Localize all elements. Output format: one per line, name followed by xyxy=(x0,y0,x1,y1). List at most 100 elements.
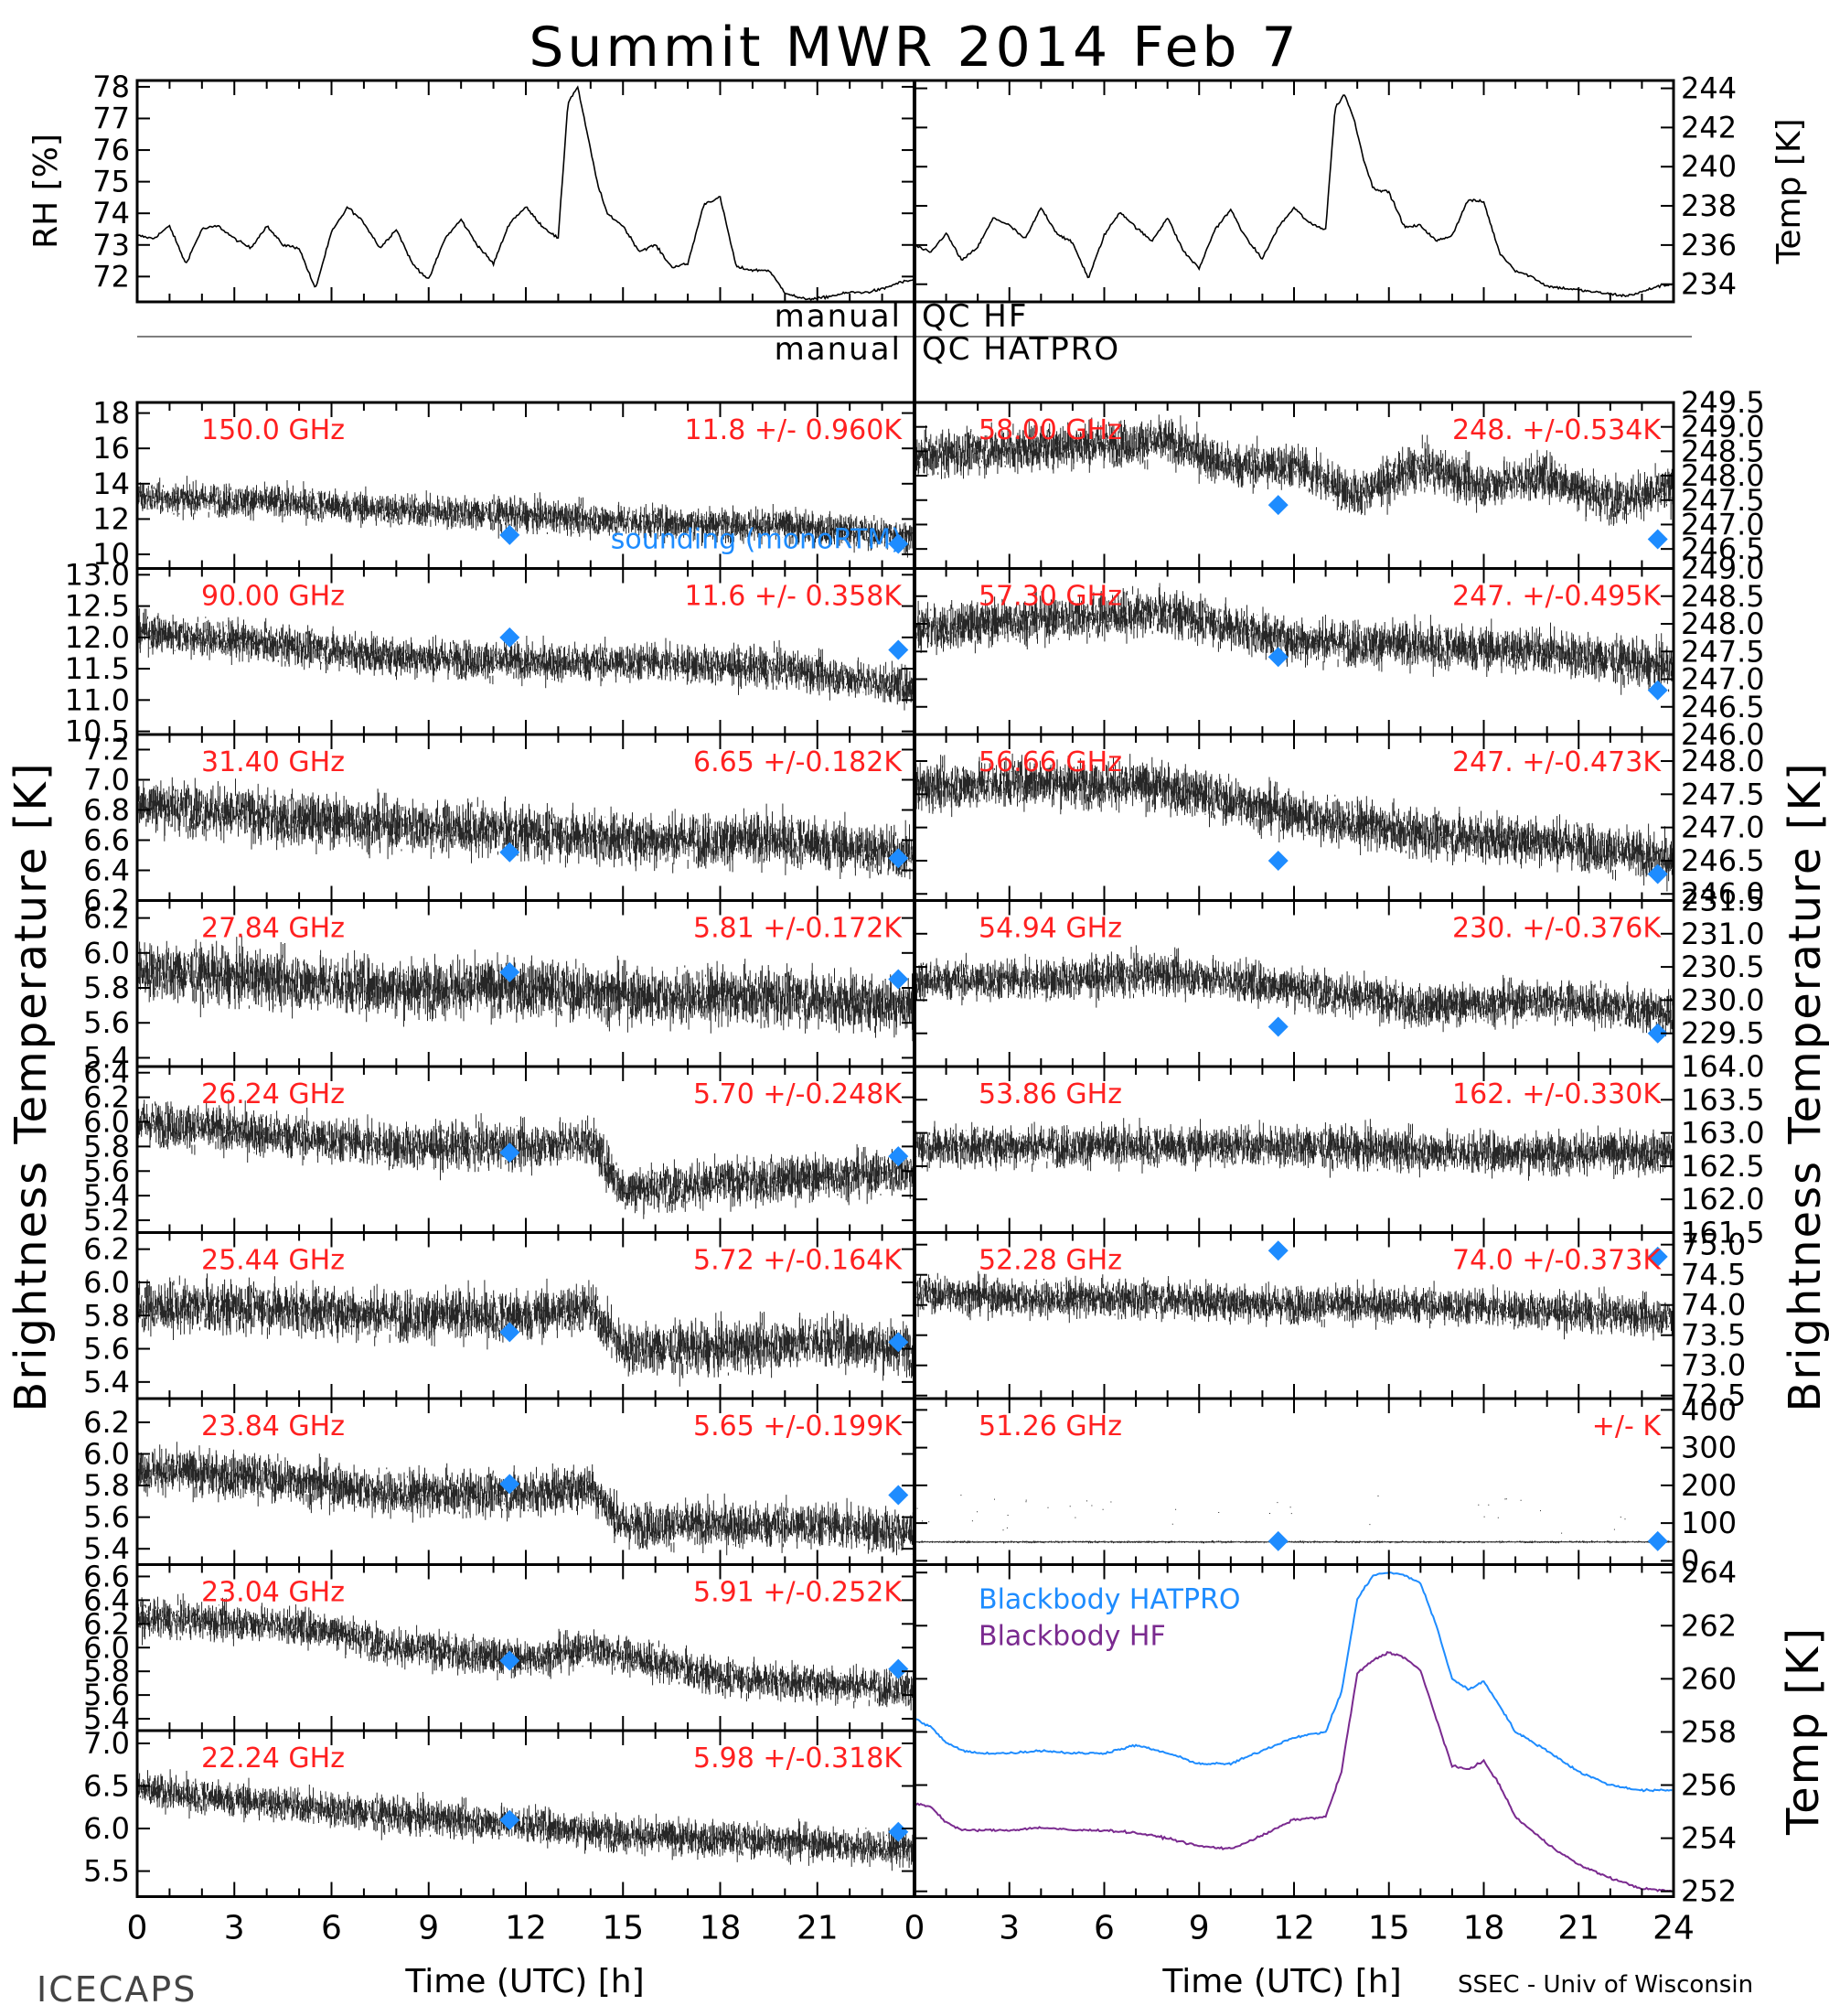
channel-53-86-stat: 162. +/-0.330K xyxy=(1452,1078,1662,1110)
y-tick-label: 246.0 xyxy=(1681,876,1765,911)
channel-23-84-trace xyxy=(136,1442,915,1556)
y-tick-label: 6.0 xyxy=(83,1265,130,1300)
channel-150-0-label: 150.0 GHz xyxy=(201,414,345,446)
channel-54-94-label: 54.94 GHz xyxy=(979,913,1122,945)
legend-hatpro: Blackbody HATPRO xyxy=(979,1584,1241,1616)
channel-27-84-stat: 5.81 +/-0.172K xyxy=(693,913,903,945)
channel-23-84-sounding-marker xyxy=(888,1485,909,1506)
y-tick-label: 75.0 xyxy=(1681,1228,1746,1262)
channel-58-00-stat: 248. +/-0.534K xyxy=(1452,414,1662,446)
y-tick-label: 258 xyxy=(1681,1714,1737,1749)
channel-22-24-trace xyxy=(136,1769,915,1871)
channel-26-24-stat: 5.70 +/-0.248K xyxy=(693,1078,903,1110)
channel-90-00-trace xyxy=(136,605,915,711)
channel-52-28-sounding-marker xyxy=(1647,1246,1668,1267)
channel-31-40-stat: 6.65 +/-0.182K xyxy=(693,746,903,778)
y-tick-label: 5.2 xyxy=(83,1203,130,1238)
x-tick-label-left: 9 xyxy=(418,1910,439,1947)
channel-26-24-label: 26.24 GHz xyxy=(201,1078,345,1110)
y-tick-label: 13.0 xyxy=(65,557,130,592)
channel-54-94-sounding-marker xyxy=(1647,1023,1668,1044)
channel-52-28-trace xyxy=(914,1271,1674,1341)
legend-hf: Blackbody HF xyxy=(979,1621,1166,1653)
x-tick-label-right: 3 xyxy=(999,1910,1020,1947)
y-tick-label: 6.4 xyxy=(83,1056,130,1090)
y-tick-label: 5.4 xyxy=(83,1531,130,1566)
blackbody-series-hatpro xyxy=(914,1571,1673,1793)
channel-51-26-sounding-marker xyxy=(1647,1530,1668,1551)
channel-57-30-stat: 247. +/-0.495K xyxy=(1452,581,1662,613)
y-tick-label: 11.5 xyxy=(65,651,130,686)
y-tick-label: 74.0 xyxy=(1681,1288,1746,1323)
y-tick-label: 5.8 xyxy=(83,1298,130,1333)
y-tick-label: 100 xyxy=(1681,1506,1737,1540)
y-tick-label: 254 xyxy=(1681,1821,1737,1856)
channel-22-24-stat: 5.98 +/-0.318K xyxy=(693,1743,903,1775)
y-tick-label: 14 xyxy=(92,466,130,501)
y-tick-label: 5.6 xyxy=(83,1005,130,1040)
y-tick-label: 7.0 xyxy=(83,763,130,798)
channel-54-94-sounding-marker xyxy=(1267,1016,1289,1037)
x-tick-label-right: 21 xyxy=(1557,1910,1599,1947)
y-tick-label: 6.4 xyxy=(83,1582,130,1617)
qc-hf-right: QC HF xyxy=(922,298,1028,335)
y-tick-label: 6.2 xyxy=(83,901,130,936)
channel-57-30-label: 57.30 GHz xyxy=(979,581,1122,613)
channel-23-04-sounding-marker xyxy=(499,1650,520,1671)
channel-51-26-sounding-marker xyxy=(1267,1530,1289,1551)
x-label-right: Time (UTC) [h] xyxy=(1161,1963,1401,2000)
y-tick-label: 247.0 xyxy=(1681,507,1765,542)
channel-150-0-trace xyxy=(136,476,915,558)
footer-right: SSEC - Univ of Wisconsin xyxy=(1458,1971,1753,1999)
y-tick-label: 6.2 xyxy=(83,1080,130,1115)
channel-25-44-stat: 5.72 +/-0.164K xyxy=(693,1245,903,1277)
y-tick-label: 6.2 xyxy=(83,1232,130,1267)
y-tick-label: 247.5 xyxy=(1681,483,1765,518)
y-tick-label: 5.8 xyxy=(83,1468,130,1503)
y-tick-label: 6.4 xyxy=(83,853,130,888)
channel-23-04-label: 23.04 GHz xyxy=(201,1577,345,1609)
y-tick-label: 0 xyxy=(1681,1543,1699,1578)
rh-ylabel: RH [%] xyxy=(27,134,65,249)
y-tick-label: 6.2 xyxy=(83,1606,130,1641)
x-label-left: Time (UTC) [h] xyxy=(404,1963,644,2000)
y-tick-label: 238 xyxy=(1681,188,1737,223)
y-tick-label: 400 xyxy=(1681,1392,1737,1427)
x-tick-label-left: 15 xyxy=(602,1910,644,1947)
y-tick-label: 242 xyxy=(1681,110,1737,145)
channel-52-28-stat: 74.0 +/-0.373K xyxy=(1452,1245,1662,1277)
y-tick-label: 264 xyxy=(1681,1555,1737,1590)
y-tick-label: 74.5 xyxy=(1681,1258,1746,1292)
y-tick-label: 72 xyxy=(92,259,130,294)
y-tick-label: 248.5 xyxy=(1681,434,1765,468)
channel-23-04-stat: 5.91 +/-0.252K xyxy=(693,1577,903,1609)
y-tick-label: 249.0 xyxy=(1681,552,1765,586)
y-tick-label: 162.5 xyxy=(1681,1149,1765,1184)
channel-23-84-stat: 5.65 +/-0.199K xyxy=(693,1410,903,1442)
channel-22-24-label: 22.24 GHz xyxy=(201,1743,345,1775)
y-tick-label: 6.0 xyxy=(83,1105,130,1140)
y-tick-label: 11.0 xyxy=(65,682,130,717)
channel-27-84-label: 27.84 GHz xyxy=(201,913,345,945)
y-tick-label: 244 xyxy=(1681,71,1737,106)
y-tick-label: 12.0 xyxy=(65,620,130,655)
y-tick-label: 73 xyxy=(92,228,130,263)
x-tick-label-right: 0 xyxy=(904,1910,925,1947)
y-tick-label: 247.5 xyxy=(1681,634,1765,669)
y-tick-label: 6.8 xyxy=(83,793,130,828)
y-tick-label: 5.8 xyxy=(83,970,130,1005)
x-tick-label-right: 15 xyxy=(1368,1910,1410,1947)
channel-56-66-sounding-marker xyxy=(1267,850,1289,871)
channel-51-26-stat: +/- K xyxy=(1592,1410,1663,1442)
y-tick-label: 6.6 xyxy=(83,1559,130,1593)
channel-23-04-trace xyxy=(136,1592,915,1711)
qc-hf-left: manual xyxy=(775,298,902,335)
channel-27-84-sounding-marker xyxy=(499,961,520,982)
channel-56-66-label: 56.66 GHz xyxy=(979,746,1122,778)
y-tick-label: 5.4 xyxy=(83,1040,130,1075)
y-tick-label: 6.6 xyxy=(83,823,130,858)
channel-57-30-sounding-marker xyxy=(1647,680,1668,701)
channel-90-00-label: 90.00 GHz xyxy=(201,581,345,613)
y-tick-label: 7.0 xyxy=(83,1726,130,1761)
